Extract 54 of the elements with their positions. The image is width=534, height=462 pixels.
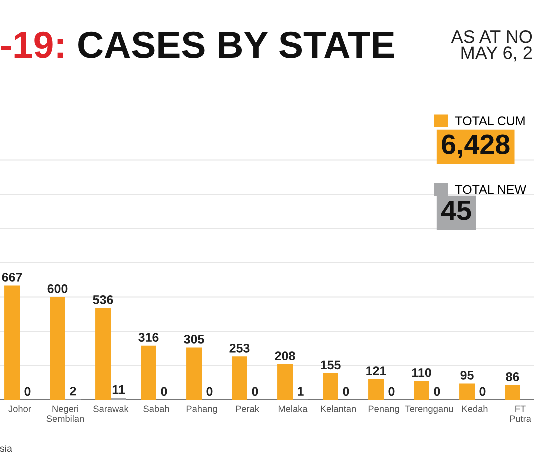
x-tick-label: Perak <box>236 406 260 412</box>
data-label: 1 <box>298 387 304 396</box>
data-label: 0 <box>343 387 350 396</box>
data-label: 305 <box>184 335 204 344</box>
data-label: 110 <box>412 368 432 378</box>
text: sia <box>0 444 12 452</box>
x-tick-label: Penang <box>368 406 400 414</box>
bar <box>186 348 202 400</box>
data-label: 155 <box>321 360 341 370</box>
bar <box>278 364 293 400</box>
data-label: 11 <box>112 386 125 394</box>
x-tick-label: Melaka <box>278 406 308 412</box>
x-tick-label: Sabah <box>144 406 170 412</box>
bar <box>232 356 248 400</box>
data-label: 95 <box>460 371 474 380</box>
bar <box>505 385 520 400</box>
bar <box>141 346 156 400</box>
legend-label: TOTAL NEW <box>455 185 526 194</box>
x-tick-label: Kedah <box>462 406 488 412</box>
data-label: 0 <box>161 387 168 396</box>
legend-label: TOTAL CUM <box>455 116 525 126</box>
data-label: 316 <box>138 333 159 342</box>
annotation: 6,428 <box>442 134 510 158</box>
bar <box>460 384 475 400</box>
chart-title: -19: CASES BY STATE <box>1 32 394 58</box>
data-label: 0 <box>206 387 213 396</box>
annotation: 45 <box>442 201 472 220</box>
chart-subtitle: AS AT NO MAY 6, 2 <box>451 30 532 62</box>
data-label: 2 <box>70 386 76 396</box>
x-tick-label: Sarawak <box>94 406 129 412</box>
x-tick-label: Negeri Sembilan <box>46 406 84 422</box>
bar <box>4 286 20 400</box>
data-label: 0 <box>388 387 395 396</box>
data-label: 600 <box>48 284 68 294</box>
data-label: 0 <box>434 387 440 396</box>
x-tick-label: Pahang <box>186 406 218 414</box>
x-tick-label: Kelantan <box>321 406 356 412</box>
data-label: 0 <box>24 387 31 396</box>
bar <box>50 297 66 400</box>
x-tick-label: Terengganu <box>406 406 454 414</box>
x-tick-label: FT Putra <box>510 406 532 422</box>
data-label: 121 <box>366 366 386 376</box>
data-label: 86 <box>506 372 520 382</box>
bar <box>323 373 338 400</box>
x-tick-label: Johor <box>8 406 32 412</box>
data-label: 0 <box>252 387 258 396</box>
bar <box>368 379 384 400</box>
bar <box>96 308 111 400</box>
data-label: 208 <box>275 352 296 361</box>
data-label: 667 <box>2 273 22 282</box>
data-label: 536 <box>93 296 114 304</box>
data-label: 0 <box>480 387 486 396</box>
bar <box>414 381 430 400</box>
data-label: 253 <box>230 344 250 353</box>
